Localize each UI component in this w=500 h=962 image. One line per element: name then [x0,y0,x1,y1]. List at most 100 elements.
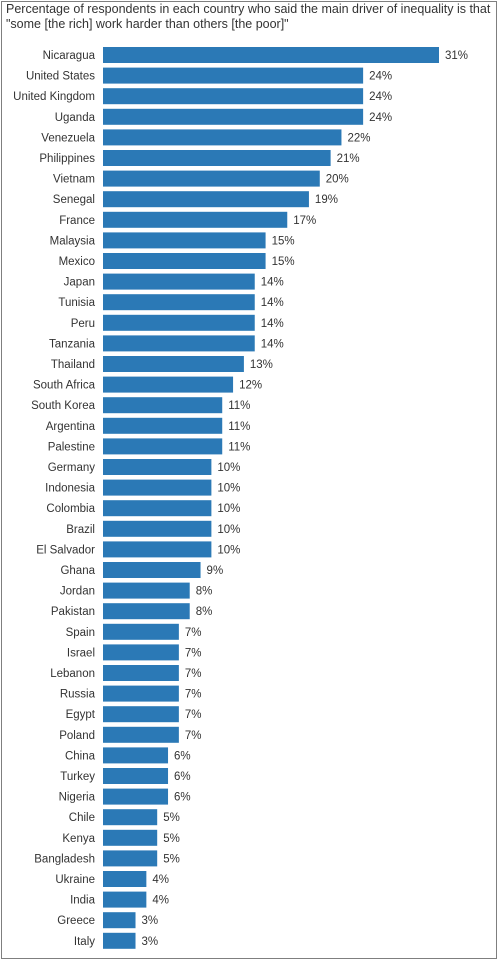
value-label: 7% [185,647,202,659]
bar [103,788,169,805]
bar [103,520,212,537]
bar [103,459,212,475]
bar [103,747,169,764]
value-label: 5% [163,812,180,824]
value-label: 31% [445,50,468,62]
value-label: 11% [228,400,250,412]
bar [103,376,234,393]
value-label: 5% [163,853,180,865]
category-label: Nicaragua [43,50,96,62]
value-label: 8% [196,586,213,598]
value-label: 7% [185,709,202,721]
value-label: 3% [142,936,159,948]
value-label: 9% [207,565,224,577]
value-label: 21% [337,153,360,165]
value-label: 6% [174,750,191,762]
bar [103,850,158,867]
value-label: 24% [369,71,392,83]
category-label: Italy [74,936,95,948]
category-label: Japan [64,277,95,289]
category-label: Spain [66,627,95,639]
category-label: Tunisia [58,297,95,309]
value-label: 3% [142,915,159,927]
value-label: 4% [152,895,169,907]
bar [103,582,190,599]
category-label: Indonesia [45,483,95,495]
value-label: 15% [272,256,295,268]
value-label: 7% [185,689,202,701]
category-label: Nigeria [59,792,96,804]
bar [103,932,136,949]
category-label: Argentina [46,421,96,433]
bar [103,397,223,414]
bar [103,253,266,269]
category-label: Russia [60,689,96,701]
bar [103,88,364,105]
category-label: Germany [48,462,96,474]
value-label: 20% [326,174,349,186]
bar [103,356,244,372]
bar [103,150,331,166]
category-label: Bangladesh [34,853,95,865]
category-label: Colombia [46,503,95,515]
bar [103,706,179,723]
value-label: 14% [261,318,284,330]
bar [103,108,364,125]
bar [103,603,190,620]
chart-title: Percentage of respondents in each countr… [6,2,491,31]
value-label: 7% [185,668,202,680]
bar [103,829,158,846]
value-label: 11% [228,441,250,453]
category-label: Ghana [60,565,95,577]
bar [103,211,288,228]
bar [103,644,179,661]
category-label: China [65,750,96,762]
category-label: Senegal [53,194,95,206]
value-label: 7% [185,627,202,639]
category-label: Greece [57,915,95,927]
bar [103,562,201,578]
value-label: 4% [152,874,169,886]
value-label: 8% [196,606,213,618]
bar [103,541,212,558]
category-label: Palestine [48,441,95,453]
bar [103,768,169,784]
bar [103,335,255,352]
value-label: 17% [293,215,316,227]
value-label: 14% [261,297,284,309]
bar [103,67,364,84]
bar [103,129,342,146]
category-label: Pakistan [51,606,95,618]
bar [103,891,147,908]
category-label: Vietnam [53,174,95,186]
value-label: 19% [315,194,338,206]
category-label: South Korea [31,400,96,412]
category-label: United States [26,71,95,83]
category-label: Lebanon [50,668,95,680]
category-label: Brazil [66,524,95,536]
category-label: Ukraine [55,874,95,886]
bar [103,726,179,743]
category-label: United Kingdom [13,91,95,103]
bar [103,479,212,496]
category-label: Philippines [39,153,95,165]
value-label: 24% [369,112,392,124]
bar [103,314,255,331]
bar [103,623,179,640]
bar [103,294,255,311]
value-label: 6% [174,771,191,783]
bar [103,417,223,434]
value-label: 10% [217,544,240,556]
value-label: 22% [347,132,370,144]
value-label: 14% [261,338,284,350]
bar [103,232,266,249]
bar [103,273,255,290]
value-label: 14% [261,277,284,289]
bar [103,665,179,681]
category-label: Malaysia [50,235,96,247]
value-label: 7% [185,730,202,742]
bar [103,438,223,455]
category-label: France [59,215,95,227]
value-label: 6% [174,792,191,804]
